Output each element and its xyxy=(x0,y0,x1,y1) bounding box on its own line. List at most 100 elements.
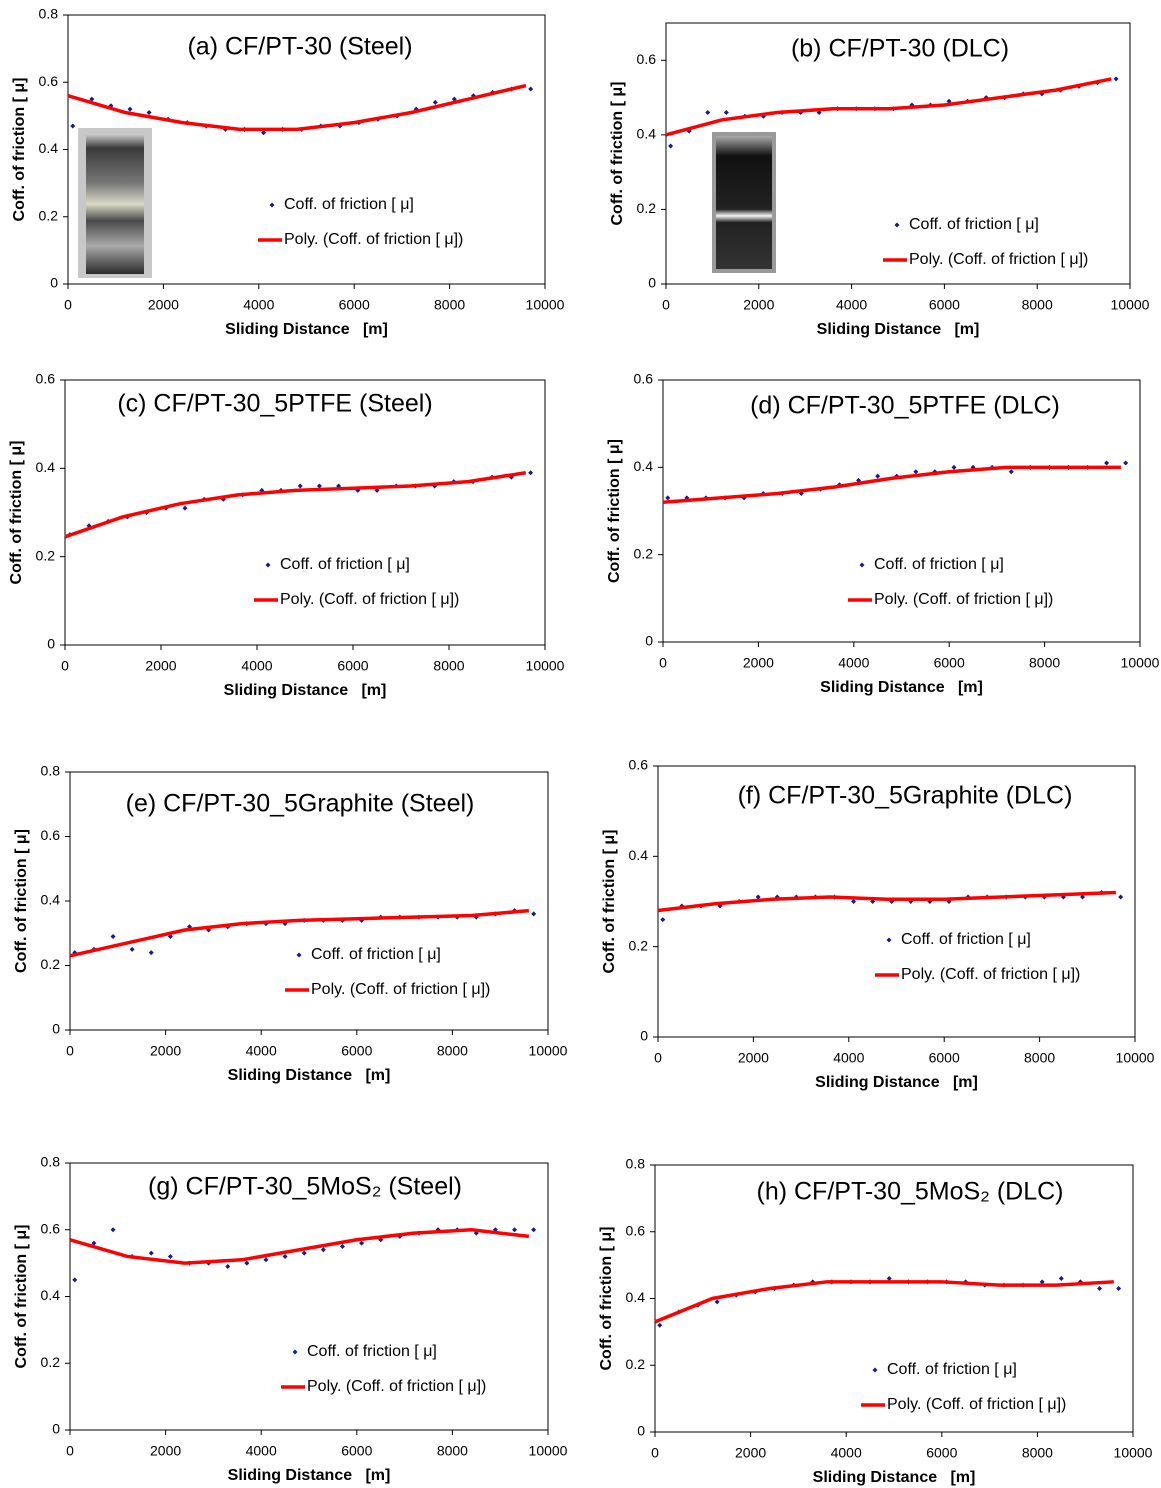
data-point xyxy=(129,946,135,952)
plot-frame xyxy=(657,765,1136,1038)
inset-photo-ring xyxy=(716,136,772,269)
x-axis-title: Sliding Distance [m] xyxy=(224,682,387,699)
data-point xyxy=(301,1250,307,1256)
x-tick-label: 2000 xyxy=(743,297,774,313)
data-point xyxy=(660,917,666,923)
legend-marker xyxy=(886,937,892,943)
data-point xyxy=(512,1227,518,1233)
x-axis-title: Sliding Distance [m] xyxy=(225,321,388,338)
data-point xyxy=(531,911,537,917)
trend-line xyxy=(662,465,1121,505)
panel: 0 0.2 0.4 0.6 0 2000 4000 6000 8000 10000 Sliding … xyxy=(8,371,564,700)
legend-label: Coff. of friction [ μ] xyxy=(909,216,1039,233)
panel: 0 0.2 0.4 0.6 0 2000 4000 6000 8000 10000 Sliding … xyxy=(609,22,1150,338)
legend-label: Coff. of friction [ μ] xyxy=(901,931,1031,948)
y-tick-label: 0 xyxy=(52,1021,60,1037)
legend-marker xyxy=(265,562,271,568)
data-point xyxy=(244,1260,250,1266)
y-tick-label: 0.6 xyxy=(41,1220,61,1236)
data-point xyxy=(913,469,919,475)
y-tick-label: 0.4 xyxy=(637,126,657,142)
legend-label: Coff. of friction [ μ] xyxy=(280,556,410,573)
y-tick-label: 0 xyxy=(645,633,653,649)
x-tick-label: 0 xyxy=(66,1043,74,1059)
legend-label: Coff. of friction [ μ] xyxy=(284,196,414,213)
trend-line xyxy=(64,471,527,539)
data-point xyxy=(263,1257,269,1263)
y-tick-label: 0 xyxy=(648,275,656,291)
data-point xyxy=(1116,1285,1122,1291)
x-tick-label: 6000 xyxy=(339,297,370,313)
y-tick-label: 0.6 xyxy=(36,371,56,387)
data-point xyxy=(951,464,957,470)
y-axis-title: Coff. of friction [ μ] xyxy=(598,1227,615,1371)
x-tick-label: 8000 xyxy=(1024,1050,1055,1066)
data-point xyxy=(1008,469,1014,475)
y-axis-title: Coff. of friction [ μ] xyxy=(13,1225,30,1369)
data-point xyxy=(146,110,152,116)
panel: 0 0.2 0.4 0.6 0.8 0 2000 4000 6000 8000 10000 Slidi… xyxy=(598,1156,1152,1487)
x-tick-label: 8000 xyxy=(434,297,465,313)
x-tick-label: 8000 xyxy=(437,1043,468,1059)
plot-frame xyxy=(64,379,546,646)
data-point xyxy=(528,470,534,476)
y-tick-label: 0.6 xyxy=(39,73,59,89)
y-tick-label: 0 xyxy=(47,636,55,652)
x-axis-title: Sliding Distance [m] xyxy=(817,321,980,338)
y-tick-label: 0.4 xyxy=(626,1289,646,1305)
data-point xyxy=(1097,1285,1103,1291)
data-point xyxy=(1123,460,1129,466)
data-point xyxy=(316,483,322,489)
y-tick-label: 0.8 xyxy=(39,6,59,22)
x-tick-label: 6000 xyxy=(929,1050,960,1066)
legend-marker xyxy=(859,562,865,568)
chart-title: (b) CF/PT-30 (DLC) xyxy=(791,35,1009,63)
legend-label: Poly. (Coff. of friction [ μ]) xyxy=(874,591,1053,608)
x-tick-label: 0 xyxy=(651,1445,659,1461)
y-tick-label: 0.6 xyxy=(629,757,649,773)
data-point xyxy=(89,96,95,102)
data-point xyxy=(528,86,534,92)
trend-line xyxy=(67,83,527,132)
legend-marker xyxy=(894,222,900,228)
data-point xyxy=(723,109,729,115)
data-point xyxy=(374,487,380,493)
legend-label: Poly. (Coff. of friction [ μ]) xyxy=(909,251,1088,268)
data-point xyxy=(148,1250,154,1256)
x-tick-label: 10000 xyxy=(526,297,565,313)
y-tick-label: 0.4 xyxy=(41,1287,61,1303)
x-tick-label: 2000 xyxy=(150,1043,181,1059)
chart-title: (c) CF/PT-30_5PTFE (Steel) xyxy=(117,390,432,418)
data-point xyxy=(359,1240,365,1246)
data-point xyxy=(755,894,761,900)
x-tick-label: 8000 xyxy=(1022,297,1053,313)
trend-line xyxy=(657,890,1116,913)
plot-frame xyxy=(662,379,1141,643)
trend-line xyxy=(654,1280,1114,1324)
y-tick-label: 0.2 xyxy=(39,207,59,223)
legend-label: Coff. of friction [ μ] xyxy=(311,946,441,963)
x-tick-label: 2000 xyxy=(148,297,179,313)
x-axis-title: Sliding Distance [m] xyxy=(228,1467,391,1484)
legend-label: Poly. (Coff. of friction [ μ]) xyxy=(887,1396,1066,1413)
data-point xyxy=(320,1247,326,1253)
data-point xyxy=(182,505,188,511)
chart-title: (e) CF/PT-30_5Graphite (Steel) xyxy=(126,790,475,818)
y-tick-label: 0.6 xyxy=(634,371,654,387)
panel: 0 0.2 0.4 0.6 0.8 0 2000 4000 6000 8000 10000 Slidi… xyxy=(11,6,564,339)
x-tick-label: 4000 xyxy=(241,658,272,674)
legend-label: Poly. (Coff. of friction [ μ]) xyxy=(284,231,463,248)
x-tick-label: 0 xyxy=(659,655,667,671)
y-tick-label: 0 xyxy=(640,1028,648,1044)
legend-label: Coff. of friction [ μ] xyxy=(874,556,1004,573)
x-tick-label: 0 xyxy=(654,1050,662,1066)
y-tick-label: 0.6 xyxy=(41,827,61,843)
y-tick-label: 0.2 xyxy=(629,937,649,953)
y-axis-title: Coff. of friction [ μ] xyxy=(601,830,618,974)
legend-marker xyxy=(292,1349,298,1355)
legend-label: Poly. (Coff. of friction [ μ]) xyxy=(901,966,1080,983)
y-tick-label: 0.6 xyxy=(637,51,657,67)
x-tick-label: 6000 xyxy=(341,1043,372,1059)
x-tick-label: 4000 xyxy=(246,1443,277,1459)
y-tick-label: 0.4 xyxy=(36,459,56,475)
